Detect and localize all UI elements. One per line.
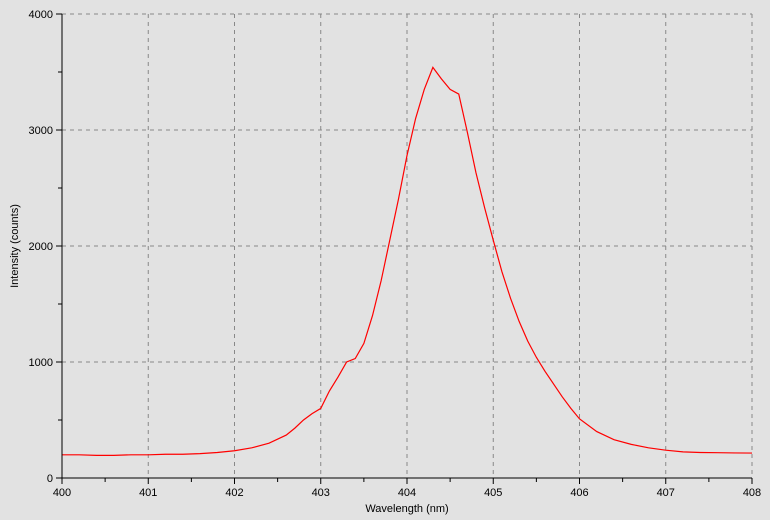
x-tick-label: 404	[398, 487, 416, 499]
y-tick-label: 0	[47, 473, 53, 485]
y-axis-title: Intensity (counts)	[9, 204, 21, 288]
y-tick-label: 3000	[29, 125, 53, 137]
y-tick-label: 1000	[29, 357, 53, 369]
y-tick-label: 4000	[29, 9, 53, 21]
x-tick-label: 400	[53, 487, 71, 499]
x-tick-label: 403	[312, 487, 330, 499]
x-tick-label: 408	[743, 487, 761, 499]
y-tick-label: 2000	[29, 241, 53, 253]
x-tick-label: 402	[225, 487, 243, 499]
x-axis-title: Wavelength (nm)	[365, 503, 448, 515]
spectrum-chart: 400 401 402 403 404 405 406 407 408 0 1000 2000 3000…	[0, 0, 770, 520]
x-tick-label: 406	[570, 487, 588, 499]
x-tick-label: 405	[484, 487, 502, 499]
chart-svg: 400 401 402 403 404 405 406 407 408 0 1000 2000 3000…	[0, 0, 770, 520]
x-tick-label: 401	[139, 487, 157, 499]
x-tick-label: 407	[657, 487, 675, 499]
